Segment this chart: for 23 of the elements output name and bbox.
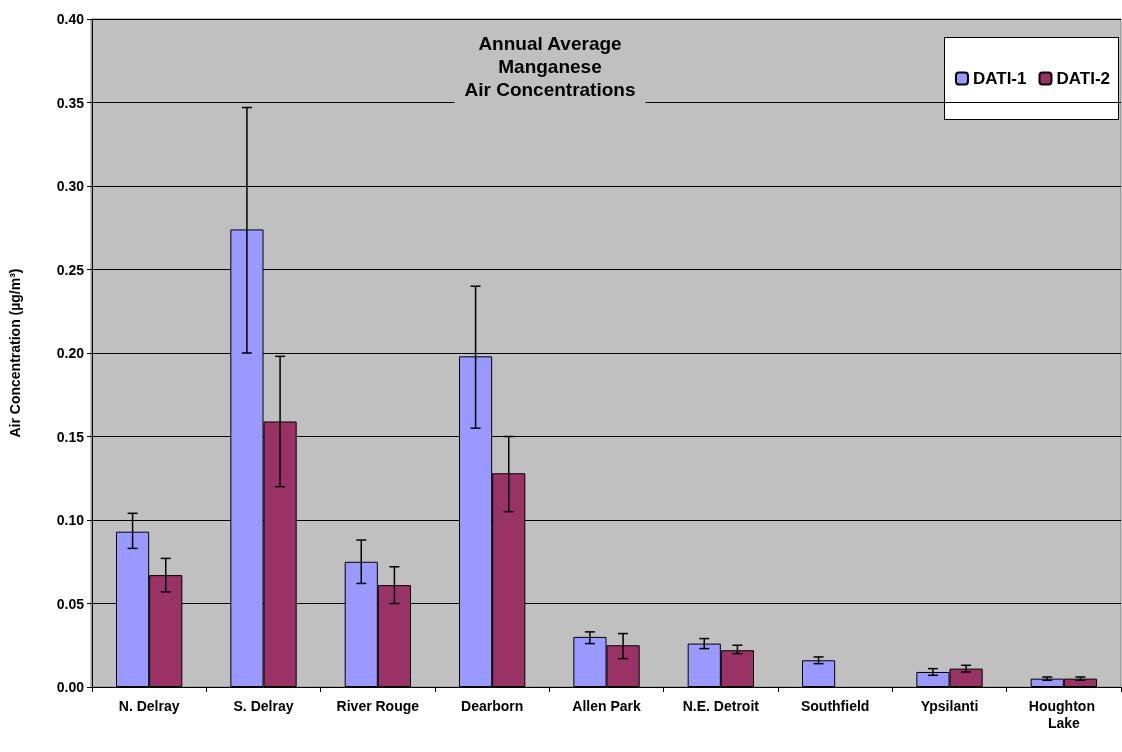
y-tick-label: 0.05 (56, 595, 85, 612)
y-axis-title: Air Concentration (µg/m³) (7, 268, 23, 438)
y-tick-label: 0.40 (56, 11, 85, 27)
x-tick-label: Ypsilanti (920, 697, 979, 714)
legend-label: DATI-1 (972, 69, 1027, 88)
y-tick-label: 0.35 (56, 94, 85, 111)
text: Annual Average Manganese Air Concentrations (464, 33, 636, 100)
bar (802, 660, 836, 687)
y-tick-label: 0.15 (56, 428, 85, 445)
y-tick-label: 0.25 (56, 261, 85, 278)
legend-label: DATI-2 (1056, 69, 1110, 88)
x-tick-label: Houghton Lake (1028, 697, 1099, 731)
x-tick-label: River Rouge (336, 697, 420, 714)
x-tick-label: Allen Park (572, 697, 641, 714)
x-tick-label: N.E. Detroit (682, 697, 760, 714)
x-tick-label: Dearborn (461, 697, 524, 714)
y-tick-label: 0.20 (56, 345, 85, 361)
y-tick-label: 0.00 (56, 679, 85, 695)
y-tick-label: 0.10 (56, 512, 85, 528)
x-tick-label: N. Delray (118, 697, 180, 714)
x-tick-label: S. Delray (233, 697, 294, 714)
y-tick-label: 0.30 (56, 178, 85, 194)
x-tick-label: Southfield (800, 697, 870, 714)
